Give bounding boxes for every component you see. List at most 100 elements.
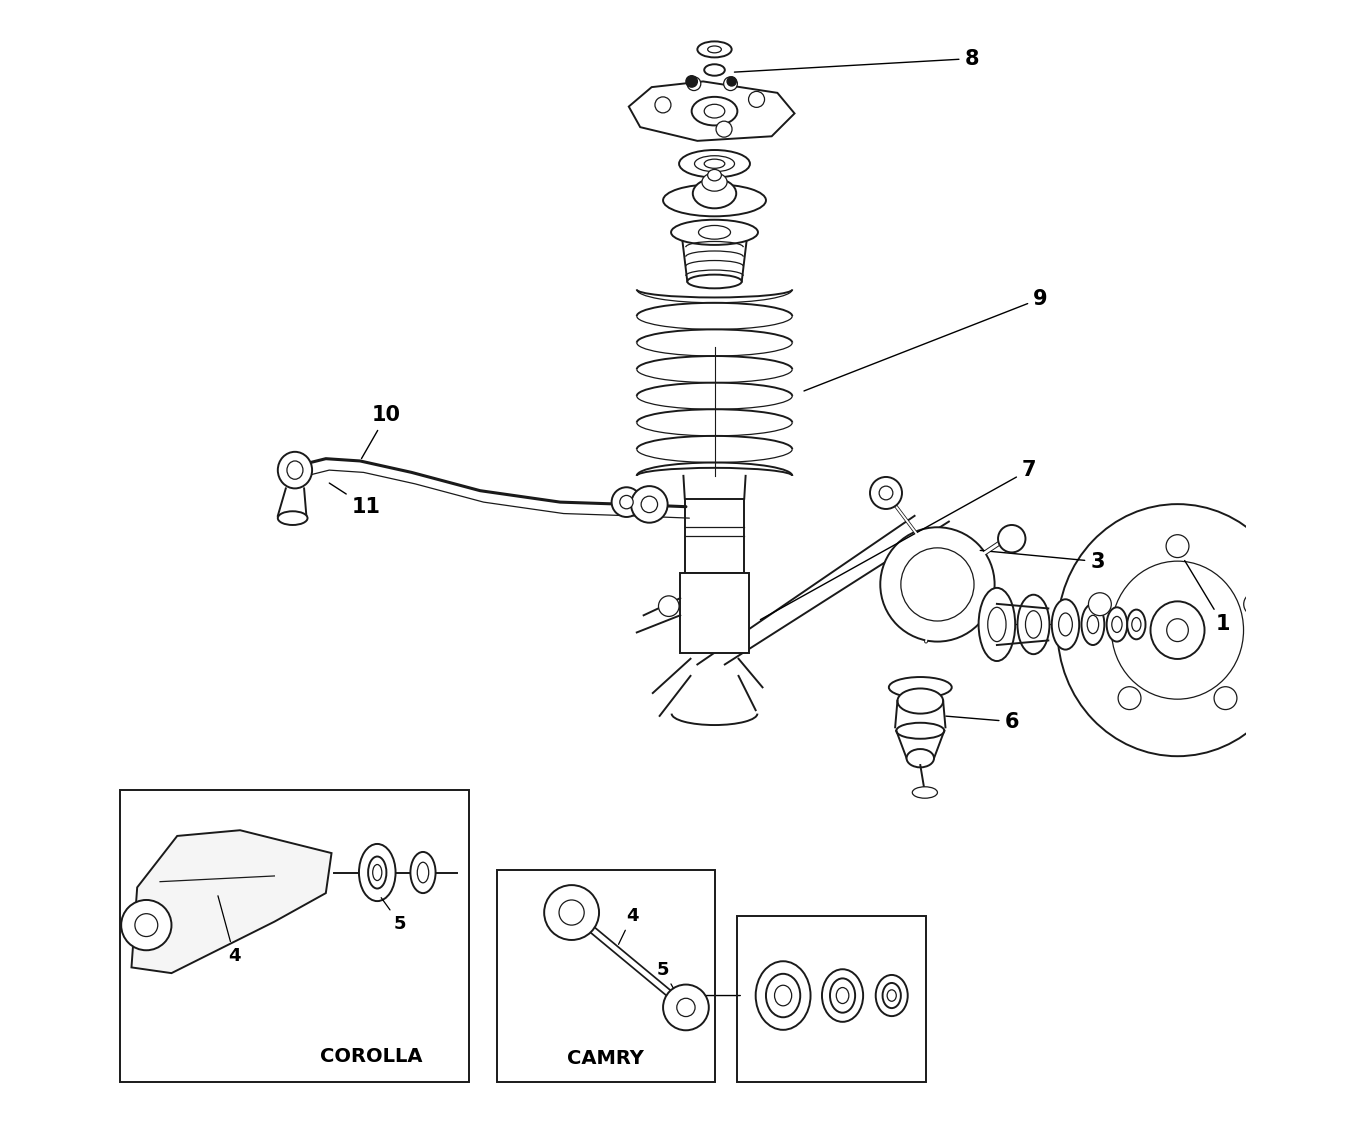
Ellipse shape xyxy=(755,961,811,1030)
Ellipse shape xyxy=(822,970,863,1022)
Circle shape xyxy=(677,998,695,1017)
Ellipse shape xyxy=(1151,602,1205,659)
Ellipse shape xyxy=(664,185,766,217)
Polygon shape xyxy=(131,830,332,973)
Text: 6: 6 xyxy=(946,712,1018,731)
Circle shape xyxy=(901,548,974,621)
Text: CAMRY: CAMRY xyxy=(568,1050,645,1068)
Ellipse shape xyxy=(278,452,312,488)
Ellipse shape xyxy=(912,787,938,799)
Ellipse shape xyxy=(704,159,724,168)
Ellipse shape xyxy=(896,723,944,739)
Ellipse shape xyxy=(708,46,722,53)
Text: 2: 2 xyxy=(673,986,741,1005)
Circle shape xyxy=(723,77,738,91)
Circle shape xyxy=(685,76,697,87)
Circle shape xyxy=(641,496,657,512)
Ellipse shape xyxy=(1087,615,1098,634)
Ellipse shape xyxy=(679,150,750,178)
Ellipse shape xyxy=(1058,504,1298,756)
Ellipse shape xyxy=(1167,619,1188,642)
Ellipse shape xyxy=(907,749,934,768)
Ellipse shape xyxy=(410,851,436,893)
Ellipse shape xyxy=(1132,618,1141,631)
Text: 1: 1 xyxy=(1184,560,1230,635)
Text: 10: 10 xyxy=(362,406,401,458)
Circle shape xyxy=(716,121,733,138)
Ellipse shape xyxy=(882,983,901,1008)
Ellipse shape xyxy=(978,588,1016,661)
Ellipse shape xyxy=(1128,610,1145,639)
Ellipse shape xyxy=(1082,604,1105,645)
Text: 5: 5 xyxy=(657,960,673,988)
Ellipse shape xyxy=(704,104,724,118)
Text: 11: 11 xyxy=(329,484,380,517)
Ellipse shape xyxy=(692,97,738,125)
Ellipse shape xyxy=(1106,607,1128,642)
Text: 3: 3 xyxy=(981,550,1105,572)
Text: 7: 7 xyxy=(761,460,1036,620)
Bar xyxy=(498,870,715,1082)
Ellipse shape xyxy=(888,990,896,1002)
Circle shape xyxy=(611,487,641,517)
Ellipse shape xyxy=(359,843,395,901)
Ellipse shape xyxy=(876,975,908,1017)
Circle shape xyxy=(749,92,765,108)
Ellipse shape xyxy=(1025,611,1041,638)
Text: COROLLA: COROLLA xyxy=(320,1047,422,1066)
Ellipse shape xyxy=(699,226,731,240)
Bar xyxy=(738,916,925,1082)
Text: 5: 5 xyxy=(382,897,406,933)
Ellipse shape xyxy=(708,170,722,181)
Circle shape xyxy=(631,486,668,523)
Text: 8: 8 xyxy=(734,48,979,72)
Circle shape xyxy=(1214,686,1237,709)
Ellipse shape xyxy=(687,275,742,289)
Circle shape xyxy=(619,495,633,509)
Text: 4: 4 xyxy=(619,906,638,944)
Ellipse shape xyxy=(774,986,792,1006)
Ellipse shape xyxy=(278,511,308,525)
Ellipse shape xyxy=(287,461,304,479)
Ellipse shape xyxy=(830,979,855,1013)
Ellipse shape xyxy=(695,156,734,172)
Circle shape xyxy=(727,77,737,86)
Circle shape xyxy=(687,77,700,91)
Circle shape xyxy=(870,477,902,509)
Ellipse shape xyxy=(836,988,849,1004)
Circle shape xyxy=(998,525,1025,552)
Ellipse shape xyxy=(987,607,1006,642)
Circle shape xyxy=(664,984,708,1030)
Bar xyxy=(685,499,745,573)
Ellipse shape xyxy=(1052,599,1079,650)
Ellipse shape xyxy=(1112,617,1122,633)
Bar xyxy=(120,791,468,1082)
Circle shape xyxy=(544,885,599,940)
Circle shape xyxy=(880,486,893,500)
Circle shape xyxy=(656,97,670,113)
Ellipse shape xyxy=(368,856,386,888)
Text: 9: 9 xyxy=(804,289,1048,391)
Circle shape xyxy=(1244,592,1267,615)
Ellipse shape xyxy=(693,179,737,209)
Ellipse shape xyxy=(1017,595,1050,654)
Ellipse shape xyxy=(701,173,727,191)
Circle shape xyxy=(121,900,171,950)
Ellipse shape xyxy=(670,220,758,245)
Polygon shape xyxy=(629,81,795,141)
Circle shape xyxy=(1118,686,1141,709)
Ellipse shape xyxy=(372,864,382,880)
Ellipse shape xyxy=(697,41,731,57)
Circle shape xyxy=(658,596,679,617)
Circle shape xyxy=(881,527,994,642)
Bar xyxy=(680,573,749,653)
Circle shape xyxy=(558,900,584,925)
Ellipse shape xyxy=(1112,562,1244,699)
Ellipse shape xyxy=(1059,613,1072,636)
Circle shape xyxy=(1089,592,1112,615)
Text: 4: 4 xyxy=(219,896,240,965)
Circle shape xyxy=(1166,535,1188,558)
Ellipse shape xyxy=(704,64,724,76)
Circle shape xyxy=(135,913,158,936)
Ellipse shape xyxy=(766,974,800,1018)
